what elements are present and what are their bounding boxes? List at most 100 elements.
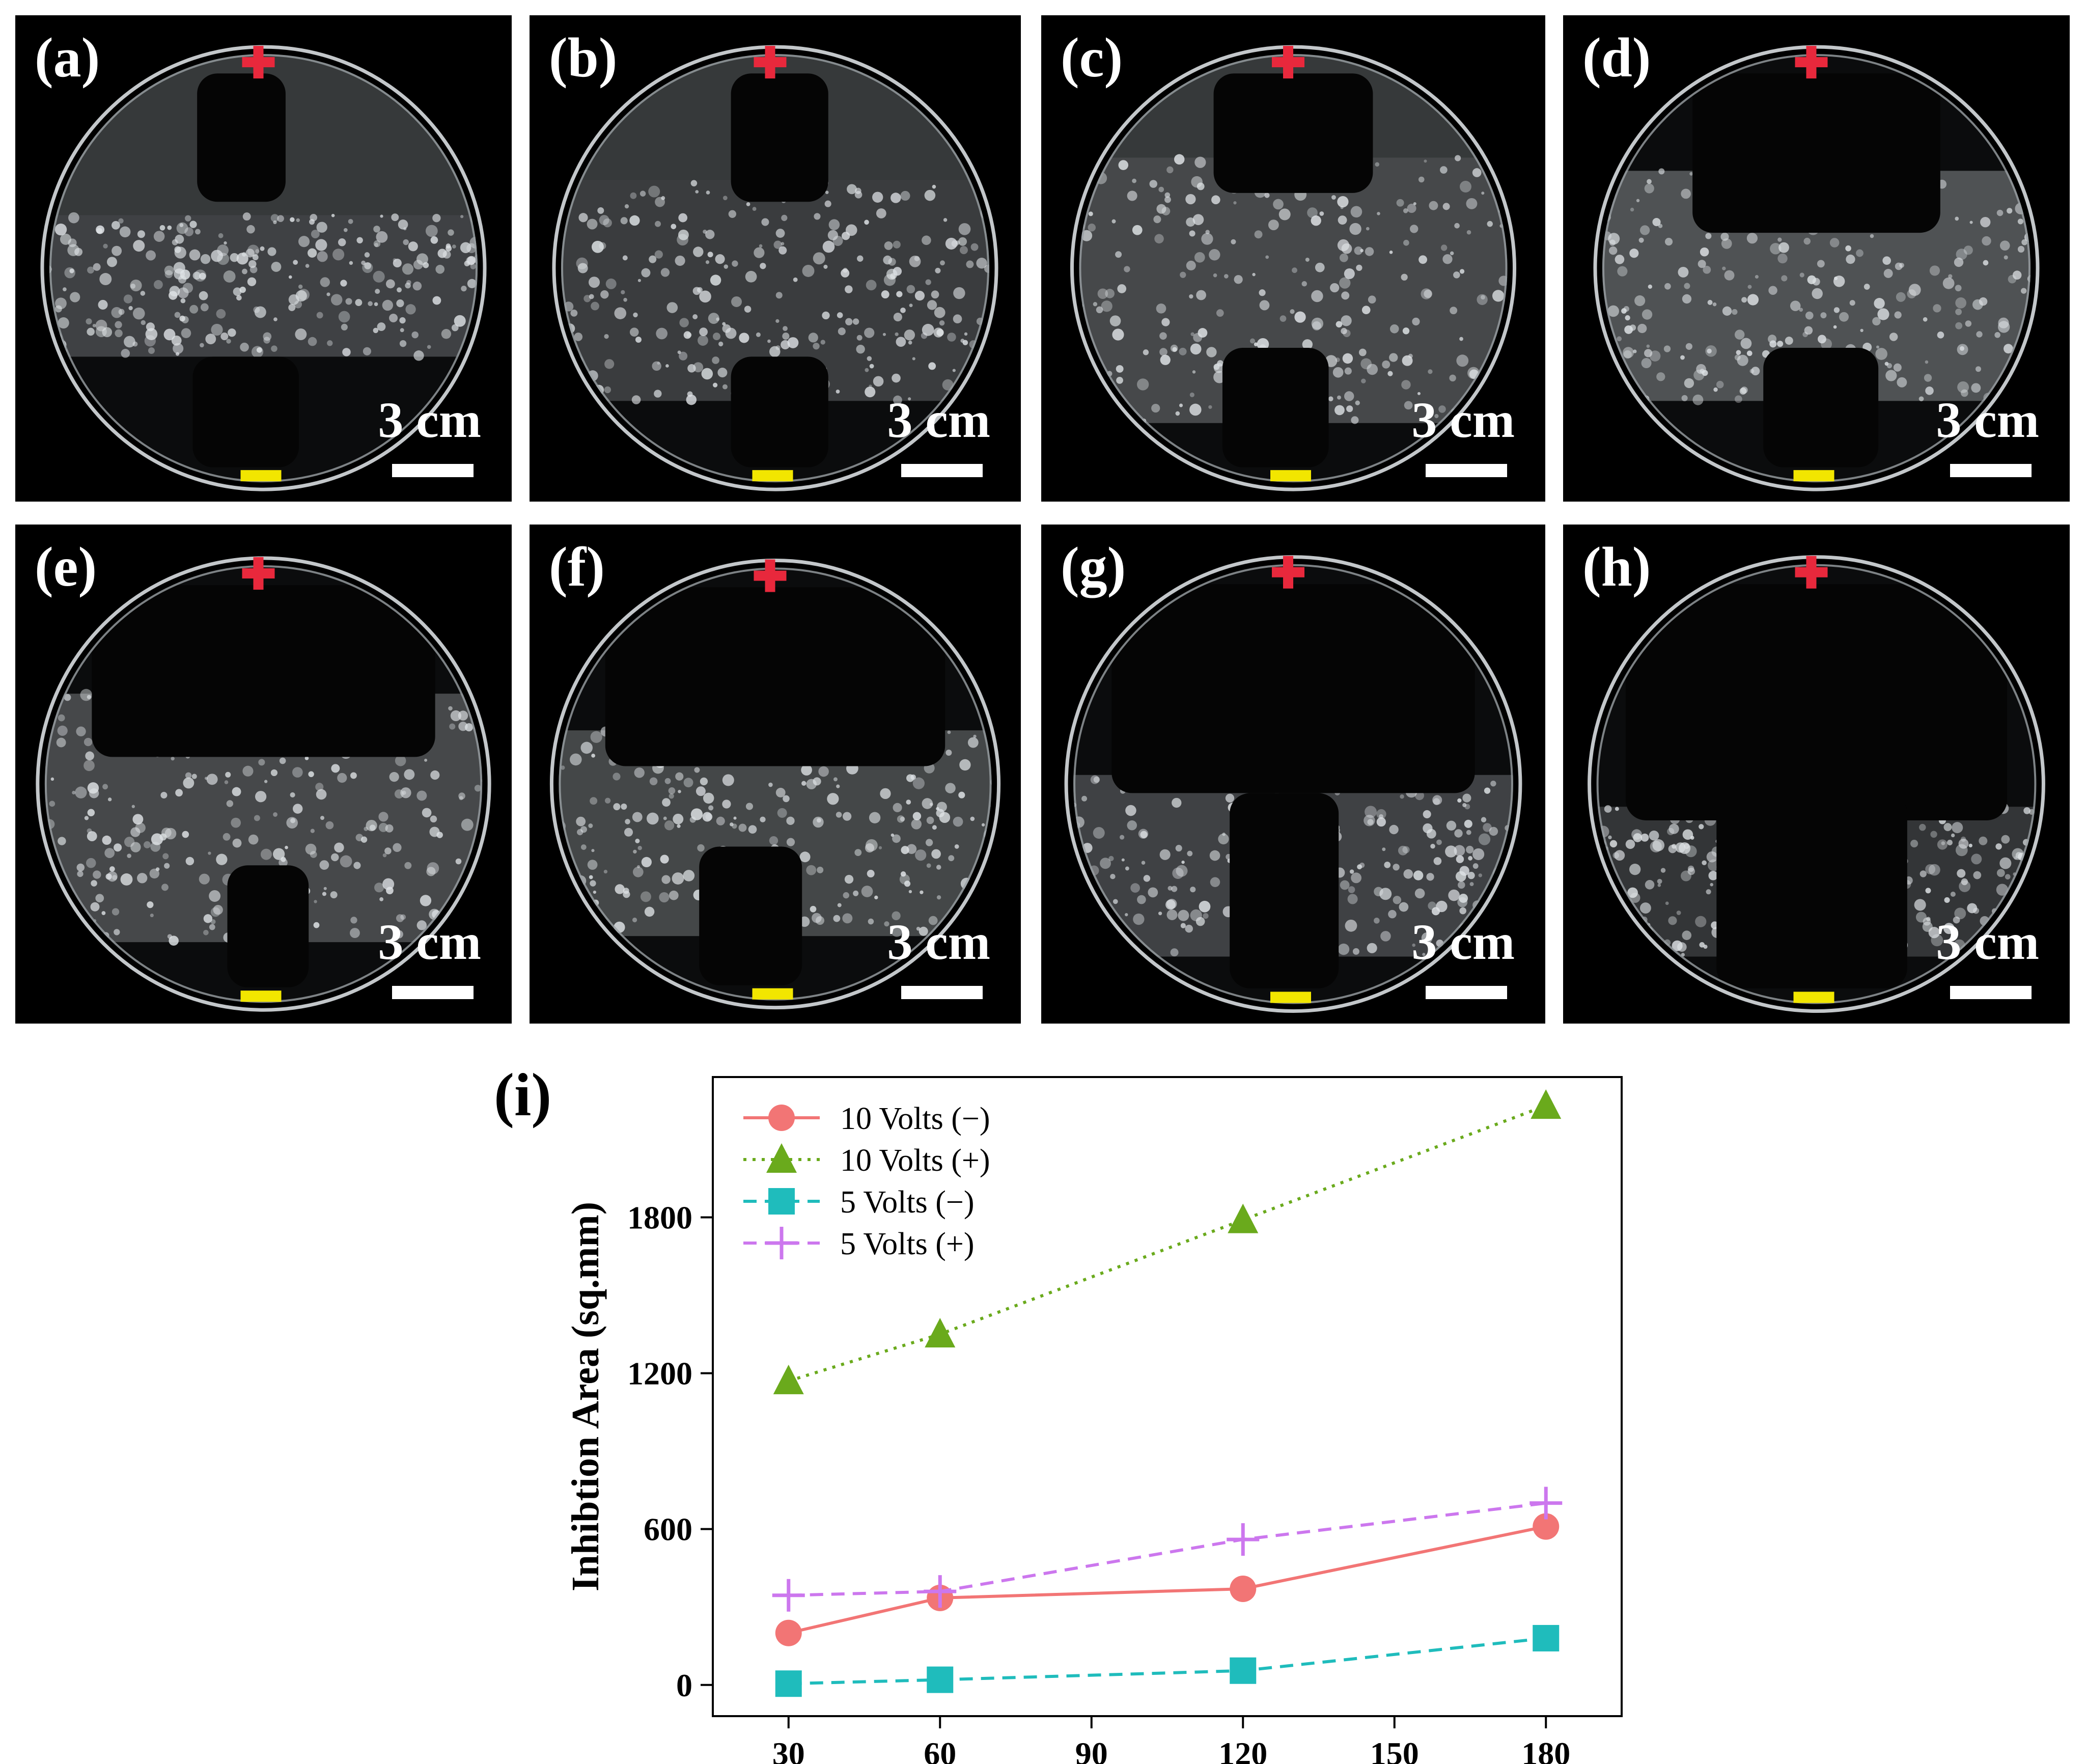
chart-svg: (i)060012001800306090120150180Applicatio…: [494, 1061, 1623, 1764]
petri-dish-panel-d: (d) 3 cm: [1563, 15, 2070, 502]
data-point: [1230, 1576, 1257, 1603]
scale-bar: [1426, 464, 1507, 477]
scale-bar-label: 3 cm: [378, 392, 481, 448]
data-point: [1531, 1089, 1562, 1119]
data-point: [775, 1619, 802, 1646]
scale-bar-label: 3 cm: [1411, 392, 1515, 448]
y-tick-label: 600: [644, 1511, 692, 1548]
y-tick-label: 0: [676, 1667, 692, 1703]
x-tick-label: 90: [1075, 1735, 1108, 1764]
series-3: [772, 1486, 1563, 1612]
scale-bar-label: 3 cm: [1936, 914, 2039, 970]
data-point: [1228, 1203, 1259, 1233]
petri-dish-panel-c: (c) 3 cm: [1041, 15, 1545, 502]
panel-label: (a): [35, 26, 100, 89]
series-line: [788, 1525, 1546, 1635]
anode-plus-icon: [1272, 46, 1304, 79]
petri-dish-photo: [1593, 45, 2040, 491]
anode-plus-icon: [242, 557, 275, 590]
x-tick-label: 60: [924, 1735, 956, 1764]
chart-panel-label: (i): [494, 1061, 551, 1128]
scale-bar: [901, 986, 983, 999]
legend-entry: 5 Volts (−): [743, 1185, 975, 1220]
petri-dish-panel-a: (a) 3 cm: [15, 15, 512, 502]
plot-frame: [712, 1076, 1623, 1717]
legend-marker: [768, 1105, 795, 1131]
data-point: [927, 1666, 954, 1693]
inhibition-area-chart: (i)060012001800306090120150180Applicatio…: [489, 1049, 1650, 1764]
x-tick-label: 30: [772, 1735, 805, 1764]
scale-bar-label: 3 cm: [1411, 914, 1515, 970]
panel-label: (e): [35, 536, 97, 598]
cathode-minus-icon: [1793, 470, 1834, 482]
cathode-minus-icon: [240, 990, 282, 1002]
panel-label: (f): [549, 536, 605, 598]
scale-bar: [1426, 986, 1507, 999]
petri-dish-panel-f: (f) 3 cm: [530, 525, 1021, 1024]
petri-dish-photo: [549, 559, 1001, 1010]
cathode-minus-icon: [1270, 991, 1311, 1003]
anode-plus-icon: [754, 46, 787, 79]
anode-plus-icon: [754, 559, 787, 592]
series-2: [775, 1624, 1560, 1697]
anode-plus-icon: [242, 46, 275, 79]
y-tick-label: 1800: [627, 1199, 692, 1235]
petri-dish-photo: [552, 45, 998, 491]
petri-dish-photo: [1070, 45, 1517, 491]
petri-dish-panel-e: (e) 3 cm: [15, 525, 512, 1024]
data-point: [1529, 1486, 1563, 1520]
cathode-minus-icon: [1793, 991, 1834, 1003]
panel-divider: [1031, 15, 1033, 1024]
cathode-minus-icon: [752, 470, 793, 482]
petri-dish-panel-h: (h) 3 cm: [1563, 525, 2070, 1024]
y-axis-title: Inhibtion Area (sq.mm): [564, 1202, 607, 1591]
data-point: [775, 1670, 802, 1697]
data-point: [1533, 1513, 1560, 1540]
data-point: [1227, 1523, 1260, 1556]
scale-bar: [392, 986, 474, 999]
cathode-minus-icon: [1270, 470, 1311, 482]
data-point: [1533, 1624, 1560, 1651]
legend-marker: [766, 1143, 797, 1173]
scale-bar-label: 3 cm: [887, 392, 990, 448]
panel-label: (g): [1061, 536, 1126, 598]
x-tick-label: 150: [1370, 1735, 1419, 1764]
panel-label: (c): [1061, 26, 1123, 89]
legend-marker: [765, 1227, 798, 1259]
panel-label: (h): [1582, 536, 1651, 598]
scale-bar: [1950, 464, 2032, 477]
legend-label: 5 Volts (+): [840, 1227, 975, 1261]
petri-dish-photo: [1588, 555, 2045, 1013]
scale-bar-label: 3 cm: [378, 914, 481, 970]
anode-plus-icon: [1795, 46, 1828, 79]
x-tick-label: 180: [1521, 1735, 1570, 1764]
petri-dish-photo: [36, 556, 491, 1012]
petri-dish-photo: [1064, 555, 1522, 1013]
scale-bar: [392, 464, 474, 477]
panel-divider: [15, 513, 2070, 515]
series-1: [773, 1089, 1562, 1394]
data-point: [773, 1364, 804, 1394]
cathode-minus-icon: [752, 988, 793, 1000]
legend-label: 10 Volts (+): [840, 1143, 990, 1178]
scale-bar: [1950, 986, 2032, 999]
petri-dish-photo: [40, 45, 487, 491]
anode-plus-icon: [1795, 556, 1828, 589]
series-line: [788, 1636, 1546, 1686]
scale-bar-label: 3 cm: [887, 914, 990, 970]
data-point: [924, 1575, 957, 1608]
series-0: [775, 1513, 1560, 1646]
panel-label: (d): [1582, 26, 1651, 89]
legend-entry: 10 Volts (−): [743, 1101, 990, 1136]
series-line: [788, 1501, 1546, 1597]
petri-dish-panel-b: (b) 3 cm: [530, 15, 1021, 502]
legend-entry: 5 Volts (+): [743, 1227, 975, 1261]
legend-label: 5 Volts (−): [840, 1185, 975, 1220]
y-tick-label: 1200: [627, 1356, 692, 1392]
cathode-minus-icon: [240, 470, 282, 482]
panel-divider: [1554, 15, 1555, 1024]
series-line: [788, 1104, 1547, 1383]
x-tick-label: 120: [1218, 1735, 1267, 1764]
scale-bar: [901, 464, 983, 477]
data-point: [1230, 1657, 1257, 1684]
